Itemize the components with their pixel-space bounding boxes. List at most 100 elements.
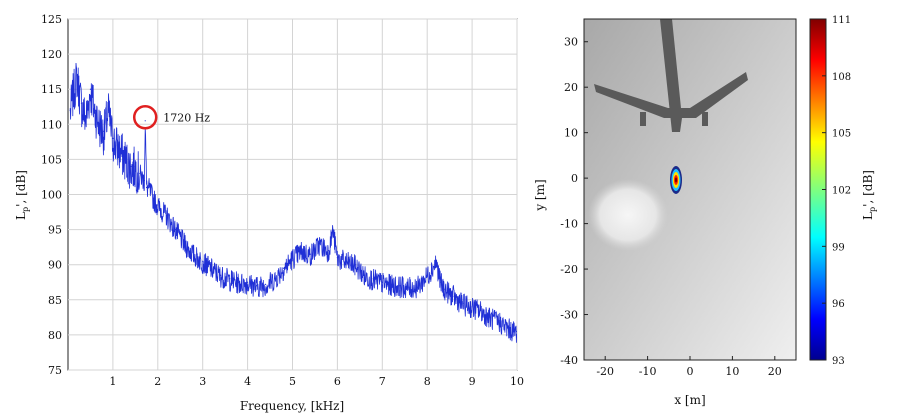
y-tick-label: 105 [41, 153, 62, 166]
spectrum-point [381, 281, 383, 283]
spectrum-point [318, 243, 321, 245]
spectrum-point [390, 283, 392, 285]
spectrum-point [134, 165, 136, 168]
spectrum-y-axis-label: Lp', [dB] [14, 170, 30, 220]
y-tick-label: 120 [41, 48, 62, 61]
colorbar-ticks: 111 108 105 102 99 96 93 [822, 15, 851, 367]
x-tick-label: 5 [289, 375, 296, 388]
source-map-x-axis-label: x [m] [674, 393, 705, 407]
x-tick-label: -20 [596, 365, 614, 378]
y-tick-label: 30 [564, 36, 578, 49]
y-tick-label: 95 [48, 224, 62, 237]
peak-label: 1720 Hz [163, 111, 210, 124]
spectrum-point [116, 144, 118, 146]
spectrum-point [462, 302, 464, 304]
spectrum-point [69, 109, 71, 111]
spectrum-point [309, 253, 312, 255]
spectrum-point [372, 278, 374, 280]
y-tick-label: 80 [48, 329, 62, 342]
spectrum-point [300, 250, 303, 252]
spectrum-point [193, 253, 195, 255]
y-tick-label: -10 [560, 218, 578, 231]
colorbar: 111 108 105 102 99 96 93 Lp', [dB] [809, 15, 877, 367]
spectrum-point [220, 274, 222, 276]
y-tick-label: 110 [41, 118, 62, 131]
spectrum-chart: 1 2 3 4 5 6 7 8 9 107580859095100105110115120125 … [14, 13, 524, 413]
spectrum-point [444, 288, 446, 290]
y-tick-label: 90 [48, 259, 62, 272]
spectrum-point [417, 285, 419, 287]
y-tick-label: 115 [41, 83, 62, 96]
x-tick-label: 10 [510, 375, 524, 388]
x-tick-label: 3 [199, 375, 206, 388]
spectrum-point [144, 120, 146, 122]
spectrum-point [327, 250, 330, 252]
colorbar-tick-label: 102 [832, 186, 851, 197]
spectrum-point [139, 172, 141, 175]
x-tick-label: 0 [687, 365, 694, 378]
colorbar-tick-label: 99 [832, 242, 845, 253]
spectrum-point [130, 165, 132, 168]
colorbar-tick-label: 108 [832, 72, 851, 83]
spectrum-point [507, 327, 509, 329]
spectrum-point [148, 186, 150, 189]
spectrum-point [152, 197, 154, 199]
spectrum-series [69, 62, 517, 343]
spectrum-point [363, 274, 365, 276]
spectrum-point [336, 257, 338, 259]
y-tick-label: 85 [48, 294, 62, 307]
spectrum-point [471, 306, 473, 308]
spectrum-point [85, 116, 87, 118]
spectrum-point [143, 179, 145, 182]
spectrum-point [157, 204, 159, 206]
spectrum-point [112, 137, 114, 139]
spectrum-point [121, 151, 123, 153]
colorbar-tick-label: 96 [832, 299, 845, 310]
spectrum-point [94, 109, 96, 111]
spectrum-point [80, 102, 83, 104]
aircraft-silhouette [594, 19, 748, 132]
spectrum-point [264, 283, 267, 285]
x-tick-label: 20 [768, 365, 782, 378]
spectrum-point [71, 95, 74, 97]
x-tick-label: 7 [379, 375, 386, 388]
source-map-ticks: -20 -10 0 10 20 30 20 10 0 -10 -20 -30 -40 [560, 36, 782, 378]
x-tick-label: 4 [244, 375, 251, 388]
noise-source-blob [670, 166, 682, 194]
spectrum-point [498, 320, 500, 322]
spectrum-point [107, 109, 110, 111]
spectrum-point [399, 285, 401, 287]
spectrum-point [238, 281, 240, 283]
x-tick-label: 8 [424, 375, 431, 388]
peak-marker-circle [132, 105, 158, 130]
colorbar-tick-label: 93 [832, 356, 845, 367]
spectrum-point [125, 158, 127, 160]
y-tick-label: -40 [560, 354, 578, 367]
source-map-plot-area [583, 18, 797, 361]
source-map-y-axis-label: y [m] [533, 179, 547, 211]
spectrum-point [202, 260, 204, 262]
spectrum-point [247, 281, 249, 283]
spectrum-point [453, 295, 455, 297]
spectrum-point [89, 88, 92, 90]
spectrum-point [211, 267, 213, 269]
spectrum-point [408, 286, 410, 288]
y-tick-label: 10 [564, 127, 578, 140]
spectrum-point [426, 274, 428, 276]
y-tick-label: 0 [571, 172, 578, 185]
y-tick-label: -20 [560, 263, 578, 276]
y-tick-label: 75 [48, 364, 62, 377]
source-map-chart: -20 -10 0 10 20 30 20 10 0 -10 -20 -30 -40 x [m] y [… [533, 15, 877, 407]
x-tick-label: 2 [154, 375, 161, 388]
spectrum-point [184, 243, 186, 245]
x-tick-label: 6 [334, 375, 341, 388]
spectrum-point [76, 74, 78, 76]
spectrum-point [291, 257, 294, 259]
spectrum-x-axis-label: Frequency, [kHz] [240, 399, 344, 413]
spectrum-point [273, 278, 276, 280]
x-tick-label: 10 [725, 365, 739, 378]
spectrum-point [354, 264, 356, 266]
spectrum-point [103, 130, 105, 132]
spectrum-point [345, 260, 347, 262]
